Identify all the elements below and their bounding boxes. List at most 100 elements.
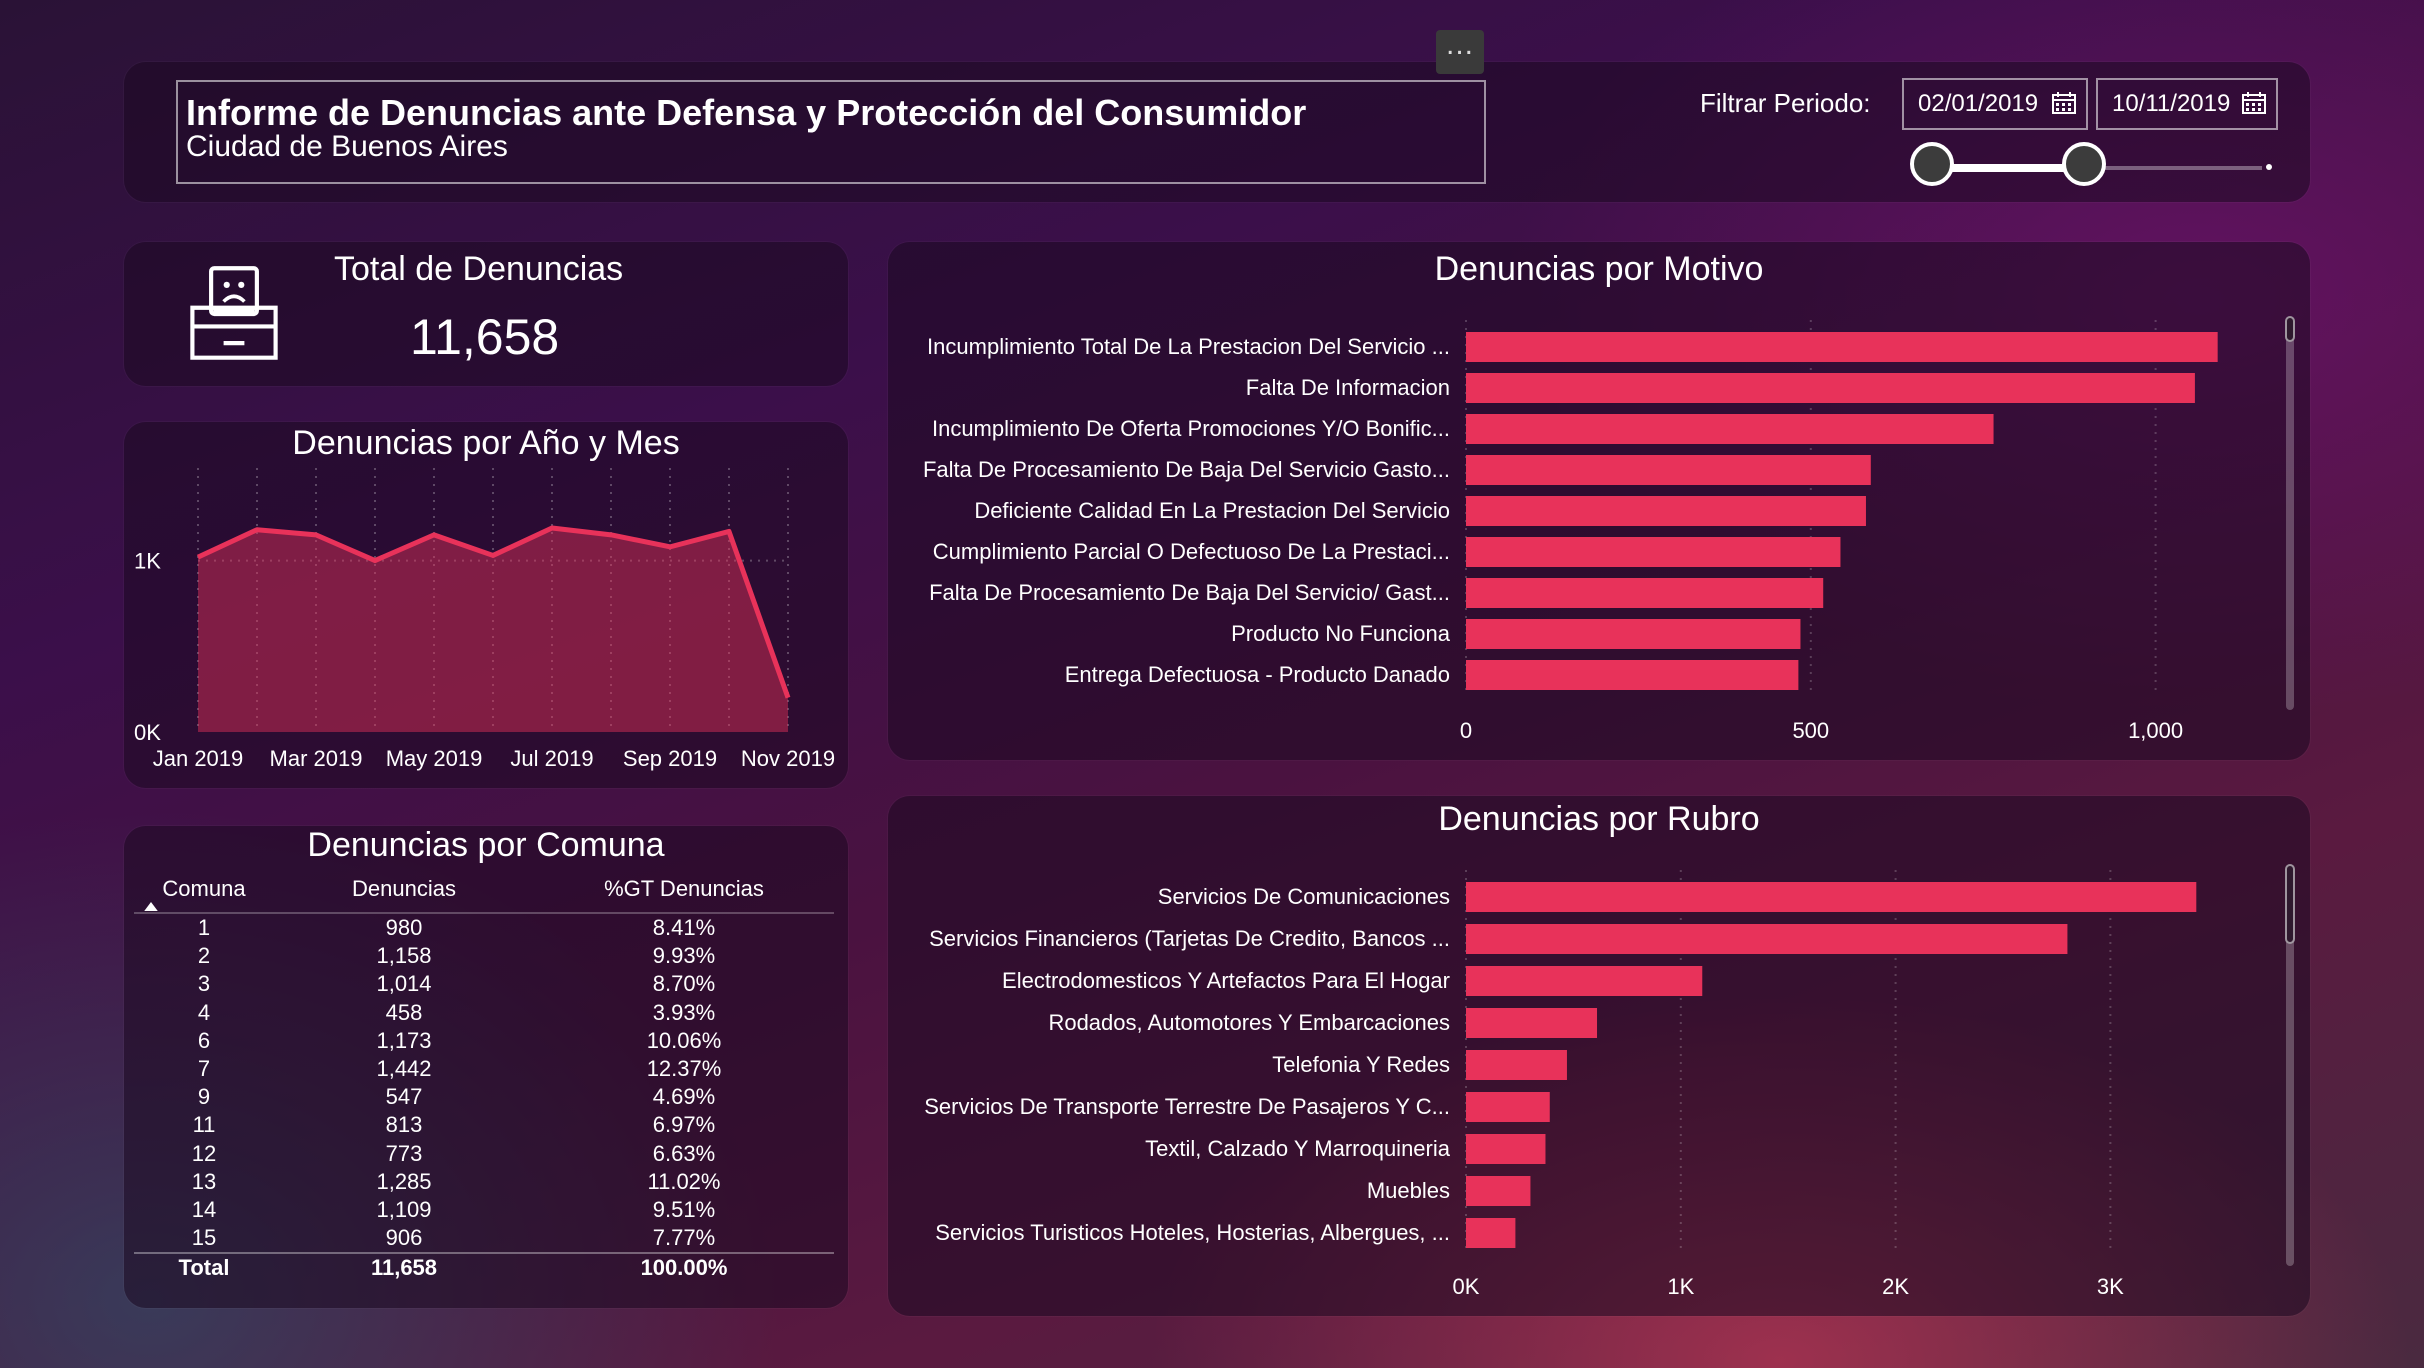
monthly-x-tick: Jul 2019	[510, 746, 593, 771]
bar[interactable]	[1466, 1218, 1516, 1248]
monthly-area-chart: 0K 1K Jan 2019 Mar 2019 May 2019 Jul 2019 Sep …	[134, 468, 835, 771]
denuncias-header[interactable]: Denuncias	[274, 870, 534, 914]
slider-start-handle[interactable]	[1910, 142, 1954, 186]
x-tick-label: 0	[1460, 718, 1472, 743]
table-cell: 11.02%	[647, 1168, 721, 1194]
table-cell: 906	[385, 1225, 423, 1251]
more-options-button[interactable]: ...	[1436, 30, 1484, 74]
table-cell: 813	[385, 1112, 423, 1138]
start-date-value: 02/01/2019	[1918, 90, 2039, 117]
table-row: 6 1,173 10.06%	[134, 1027, 834, 1055]
bar[interactable]	[1466, 537, 1841, 567]
table-cell: 4	[197, 999, 211, 1025]
monthly-y-tick: 0K	[134, 720, 161, 745]
rubro-scrollbar-thumb[interactable]	[2285, 864, 2295, 944]
end-date-input[interactable]: 10/11/2019	[2096, 78, 2278, 130]
bar[interactable]	[1466, 414, 1994, 444]
table-row: 1 980 8.41%	[134, 913, 834, 942]
filter-period-label: Filtrar Periodo:	[1700, 88, 1871, 118]
bar[interactable]	[1466, 578, 1824, 608]
monthly-x-tick: Sep 2019	[623, 746, 717, 771]
category-label: Textil, Calzado Y Marroquineria	[1145, 1136, 1451, 1161]
table-cell: 1,285	[376, 1168, 432, 1194]
category-label: Falta De Informacion	[1246, 375, 1450, 400]
table-cell: 9.51%	[652, 1196, 716, 1222]
rubro-scroll-track[interactable]	[2286, 866, 2294, 1266]
motivo-scroll-track[interactable]	[2286, 318, 2294, 710]
category-label: Entrega Defectuosa - Producto Danado	[1065, 662, 1450, 687]
start-date-input[interactable]: 02/01/2019	[1902, 78, 2088, 130]
rubro-bar-chart: 0K 1K 2K 3K Servicios De Comunicaciones Servi…	[924, 870, 2197, 1299]
table-row: 14 1,109 9.51%	[134, 1196, 834, 1224]
table-cell: 1	[197, 915, 211, 941]
category-label: Incumplimiento Total De La Prestacion De…	[927, 334, 1450, 359]
table-cell: 7	[197, 1056, 211, 1082]
bar[interactable]	[1466, 1134, 1546, 1164]
monthly-chart-card: Denuncias por Año y Mes 0K 1K Jan 2019 Mar …	[124, 422, 848, 788]
table-cell: 8.41%	[652, 915, 716, 941]
bar[interactable]	[1466, 455, 1871, 485]
table-cell: 4.69%	[652, 1084, 716, 1110]
category-label: Servicios Financieros (Tarjetas De Credi…	[929, 926, 1450, 951]
table-cell: 1,442	[376, 1056, 432, 1082]
bar[interactable]	[1466, 496, 1866, 526]
table-cell: 3.93%	[652, 999, 716, 1025]
table-row: 3 1,014 8.70%	[134, 970, 834, 998]
rubro-chart-card: Denuncias por Rubro 0K 1K 2K 3K Servicios De…	[888, 796, 2310, 1316]
category-label: Muebles	[1367, 1178, 1450, 1203]
table-row: 2 1,158 9.93%	[134, 942, 834, 970]
bar[interactable]	[1466, 619, 1801, 649]
comuna-header[interactable]: Comuna	[134, 870, 274, 914]
sort-ascending-icon[interactable]	[144, 902, 158, 911]
table-cell: 6.63%	[652, 1140, 716, 1166]
table-cell: 10.06%	[646, 1027, 722, 1053]
rubro-chart-title: Denuncias por Rubro	[1438, 800, 1760, 838]
table-cell: 980	[385, 915, 423, 941]
bar[interactable]	[1466, 882, 2197, 912]
bar[interactable]	[1466, 373, 2195, 403]
category-label: Electrodomesticos Y Artefactos Para El H…	[1002, 968, 1450, 993]
bar[interactable]	[1466, 1092, 1550, 1122]
table-row: 9 547 4.69%	[134, 1083, 834, 1111]
table-row: 12 773 6.63%	[134, 1140, 834, 1168]
bar[interactable]	[1466, 924, 2068, 954]
motivo-bar-chart: 0 500 1,000 Incumplimiento Total De La Pres…	[923, 320, 2218, 743]
x-tick-label: 1,000	[2128, 718, 2183, 743]
slider-end-handle[interactable]	[2061, 142, 2106, 186]
table-cell: 1,109	[376, 1196, 432, 1222]
bar[interactable]	[1466, 1176, 1531, 1206]
table-cell: 14	[191, 1196, 217, 1222]
table-cell: 773	[385, 1140, 423, 1166]
bar[interactable]	[1466, 1008, 1598, 1038]
bar[interactable]	[1466, 1050, 1567, 1080]
table-row: 11 813 6.97%	[134, 1111, 834, 1139]
slider-end-dot	[2266, 164, 2272, 170]
total-denuncias-card: Total de Denuncias 11,658	[124, 242, 848, 386]
ballot-box-sad-icon	[190, 266, 278, 360]
motivo-chart-title: Denuncias por Motivo	[1434, 250, 1764, 288]
table-cell: 13	[191, 1168, 217, 1194]
slider-range-fill	[1932, 164, 2084, 172]
category-label: Falta De Procesamiento De Baja Del Servi…	[929, 580, 1450, 605]
bar[interactable]	[1466, 966, 1703, 996]
table-row: 7 1,442 12.37%	[134, 1055, 834, 1083]
motivo-scrollbar-thumb[interactable]	[2285, 316, 2295, 342]
monthly-line	[196, 525, 791, 699]
monthly-x-tick: May 2019	[386, 746, 483, 771]
gt-denuncias-header[interactable]: %GT Denuncias	[534, 870, 834, 914]
table-cell: 6.97%	[652, 1112, 716, 1138]
x-tick-label: 2K	[1882, 1274, 1909, 1299]
category-label: Servicios Turisticos Hoteles, Hosterias,…	[935, 1220, 1450, 1245]
category-label: Incumplimiento De Oferta Promociones Y/O…	[932, 416, 1450, 441]
report-title-box: Informe de Denuncias ante Defensa y Prot…	[176, 80, 1486, 184]
table-row: 13 1,285 11.02%	[134, 1168, 834, 1196]
comuna-table-title: Denuncias por Comuna	[307, 826, 665, 864]
bar[interactable]	[1466, 332, 2218, 362]
table-row: 15 906 7.77%	[134, 1224, 834, 1253]
motivo-chart-card: Denuncias por Motivo 0 500 1,000 Incumplimi…	[888, 242, 2310, 760]
calendar-icon[interactable]	[2052, 92, 2076, 114]
table-cell: 9	[197, 1084, 211, 1110]
total-denuncias-value: 11,658	[410, 309, 560, 365]
bar[interactable]	[1466, 660, 1799, 690]
calendar-icon[interactable]	[2242, 92, 2266, 114]
